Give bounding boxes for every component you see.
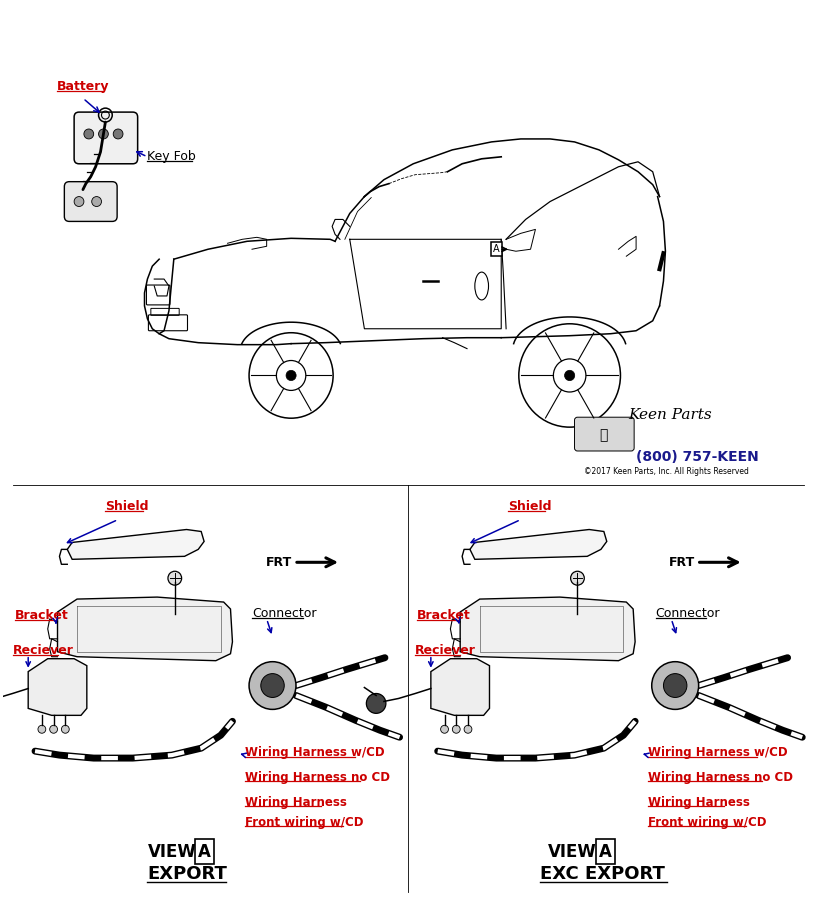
Polygon shape <box>57 597 232 661</box>
Text: Front wiring w/CD: Front wiring w/CD <box>648 815 766 829</box>
Text: Key Fob: Key Fob <box>148 150 196 163</box>
Circle shape <box>84 129 94 139</box>
Text: Wiring Harness w/CD: Wiring Harness w/CD <box>245 746 385 760</box>
Polygon shape <box>470 529 607 559</box>
Text: VIEW: VIEW <box>148 842 196 860</box>
Text: ©2017 Keen Parts, Inc. All Rights Reserved: ©2017 Keen Parts, Inc. All Rights Reserv… <box>584 467 749 476</box>
Text: Wiring Harness no CD: Wiring Harness no CD <box>245 771 390 784</box>
Circle shape <box>286 370 296 381</box>
Polygon shape <box>28 659 87 716</box>
Circle shape <box>452 725 460 734</box>
Text: A: A <box>493 244 500 254</box>
Text: 🚗: 🚗 <box>599 428 608 442</box>
Text: Connector: Connector <box>656 607 720 620</box>
Circle shape <box>663 673 687 698</box>
Text: Shield: Shield <box>105 500 149 513</box>
Text: Wiring Harness w/CD: Wiring Harness w/CD <box>648 746 788 760</box>
Text: Wiring Harness: Wiring Harness <box>245 796 347 809</box>
Circle shape <box>50 725 57 734</box>
Text: Bracket: Bracket <box>14 609 68 622</box>
Circle shape <box>570 572 584 585</box>
Text: Wiring Harness no CD: Wiring Harness no CD <box>648 771 793 784</box>
Circle shape <box>441 725 448 734</box>
Text: EXC EXPORT: EXC EXPORT <box>540 866 665 884</box>
Text: Connector: Connector <box>252 607 316 620</box>
Circle shape <box>92 196 101 206</box>
Text: FRT: FRT <box>668 556 695 569</box>
Circle shape <box>564 370 574 381</box>
Polygon shape <box>460 597 635 661</box>
Polygon shape <box>67 529 204 559</box>
Text: Bracket: Bracket <box>417 609 471 622</box>
Text: (800) 757-KEEN: (800) 757-KEEN <box>636 450 759 464</box>
Circle shape <box>74 196 84 206</box>
Text: VIEW: VIEW <box>548 842 597 860</box>
Circle shape <box>168 572 182 585</box>
Circle shape <box>249 662 296 709</box>
Text: A: A <box>198 842 211 860</box>
Text: Wiring Harness: Wiring Harness <box>648 796 749 809</box>
Circle shape <box>464 725 472 734</box>
Text: FRT: FRT <box>266 556 292 569</box>
Text: A: A <box>599 842 612 860</box>
Circle shape <box>261 673 284 698</box>
FancyBboxPatch shape <box>65 182 117 221</box>
FancyBboxPatch shape <box>74 112 138 164</box>
Text: EXPORT: EXPORT <box>148 866 227 884</box>
Text: Front wiring w/CD: Front wiring w/CD <box>245 815 364 829</box>
Text: Reciever: Reciever <box>12 644 73 657</box>
Text: Battery: Battery <box>56 80 109 94</box>
Circle shape <box>113 129 123 139</box>
Circle shape <box>38 725 46 734</box>
Text: Shield: Shield <box>508 500 552 513</box>
Circle shape <box>61 725 69 734</box>
Text: Keen Parts: Keen Parts <box>628 409 712 422</box>
Circle shape <box>99 129 109 139</box>
Polygon shape <box>431 659 490 716</box>
Circle shape <box>366 694 386 714</box>
Text: Reciever: Reciever <box>415 644 476 657</box>
FancyBboxPatch shape <box>574 418 634 451</box>
Circle shape <box>652 662 699 709</box>
